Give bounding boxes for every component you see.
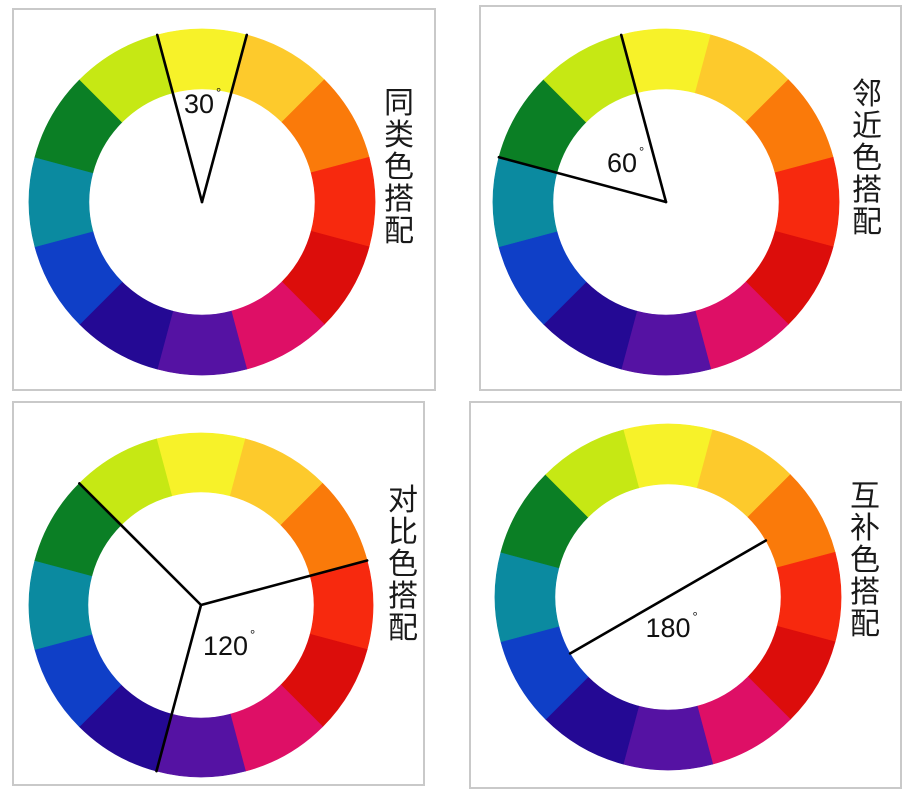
wheel-segment: [622, 423, 714, 489]
angle-ray: [497, 155, 668, 204]
wheel-segment: [545, 429, 640, 518]
angle-ray: [568, 595, 670, 655]
degree-symbol: °: [250, 627, 255, 642]
label-char: 配: [850, 607, 880, 642]
angle-value: 30: [184, 89, 214, 119]
angle-ray: [200, 33, 249, 204]
label-char: 对: [388, 483, 418, 518]
label-char: 搭: [852, 173, 882, 208]
label-char: 配: [384, 214, 414, 249]
wheel-segment: [776, 551, 842, 643]
label-char: 近: [852, 109, 882, 144]
label-char: 类: [384, 118, 414, 153]
angle-ray: [666, 539, 768, 599]
angle-value: 180: [645, 613, 690, 643]
degree-symbol: °: [639, 144, 644, 159]
label-char: 色: [384, 150, 414, 185]
label-char: 同: [384, 86, 414, 121]
wheel-segment: [622, 705, 714, 771]
angle-ray: [155, 603, 203, 773]
angle-ray: [199, 559, 369, 607]
label-char: 互: [850, 479, 880, 514]
label-char: 色: [850, 543, 880, 578]
adjacent-color-label: 邻 近 色 搭 配: [852, 79, 882, 239]
label-char: 色: [388, 547, 418, 582]
triadic-color-label: 对 比 色 搭 配: [388, 485, 418, 645]
complementary-color-label: 互 补 色 搭 配: [850, 481, 880, 641]
label-char: 色: [852, 141, 882, 176]
wheel-segment: [494, 551, 560, 643]
degree-symbol: °: [216, 85, 221, 100]
angle-ray: [619, 33, 668, 204]
label-char: 搭: [388, 579, 418, 614]
label-char: 补: [850, 511, 880, 546]
label-char: 搭: [384, 182, 414, 217]
label-char: 比: [388, 515, 418, 550]
wheel-segment: [78, 438, 173, 526]
angle-value: 120: [203, 631, 248, 661]
angle-ray: [155, 33, 204, 204]
label-char: 配: [852, 205, 882, 240]
similar-color-label: 同 类 色 搭 配: [384, 88, 414, 248]
label-char: 搭: [850, 575, 880, 610]
angle-ray: [78, 482, 203, 607]
angle-value: 60: [607, 148, 637, 178]
degree-symbol: °: [693, 609, 698, 624]
label-char: 邻: [852, 77, 882, 112]
label-char: 配: [388, 611, 418, 646]
